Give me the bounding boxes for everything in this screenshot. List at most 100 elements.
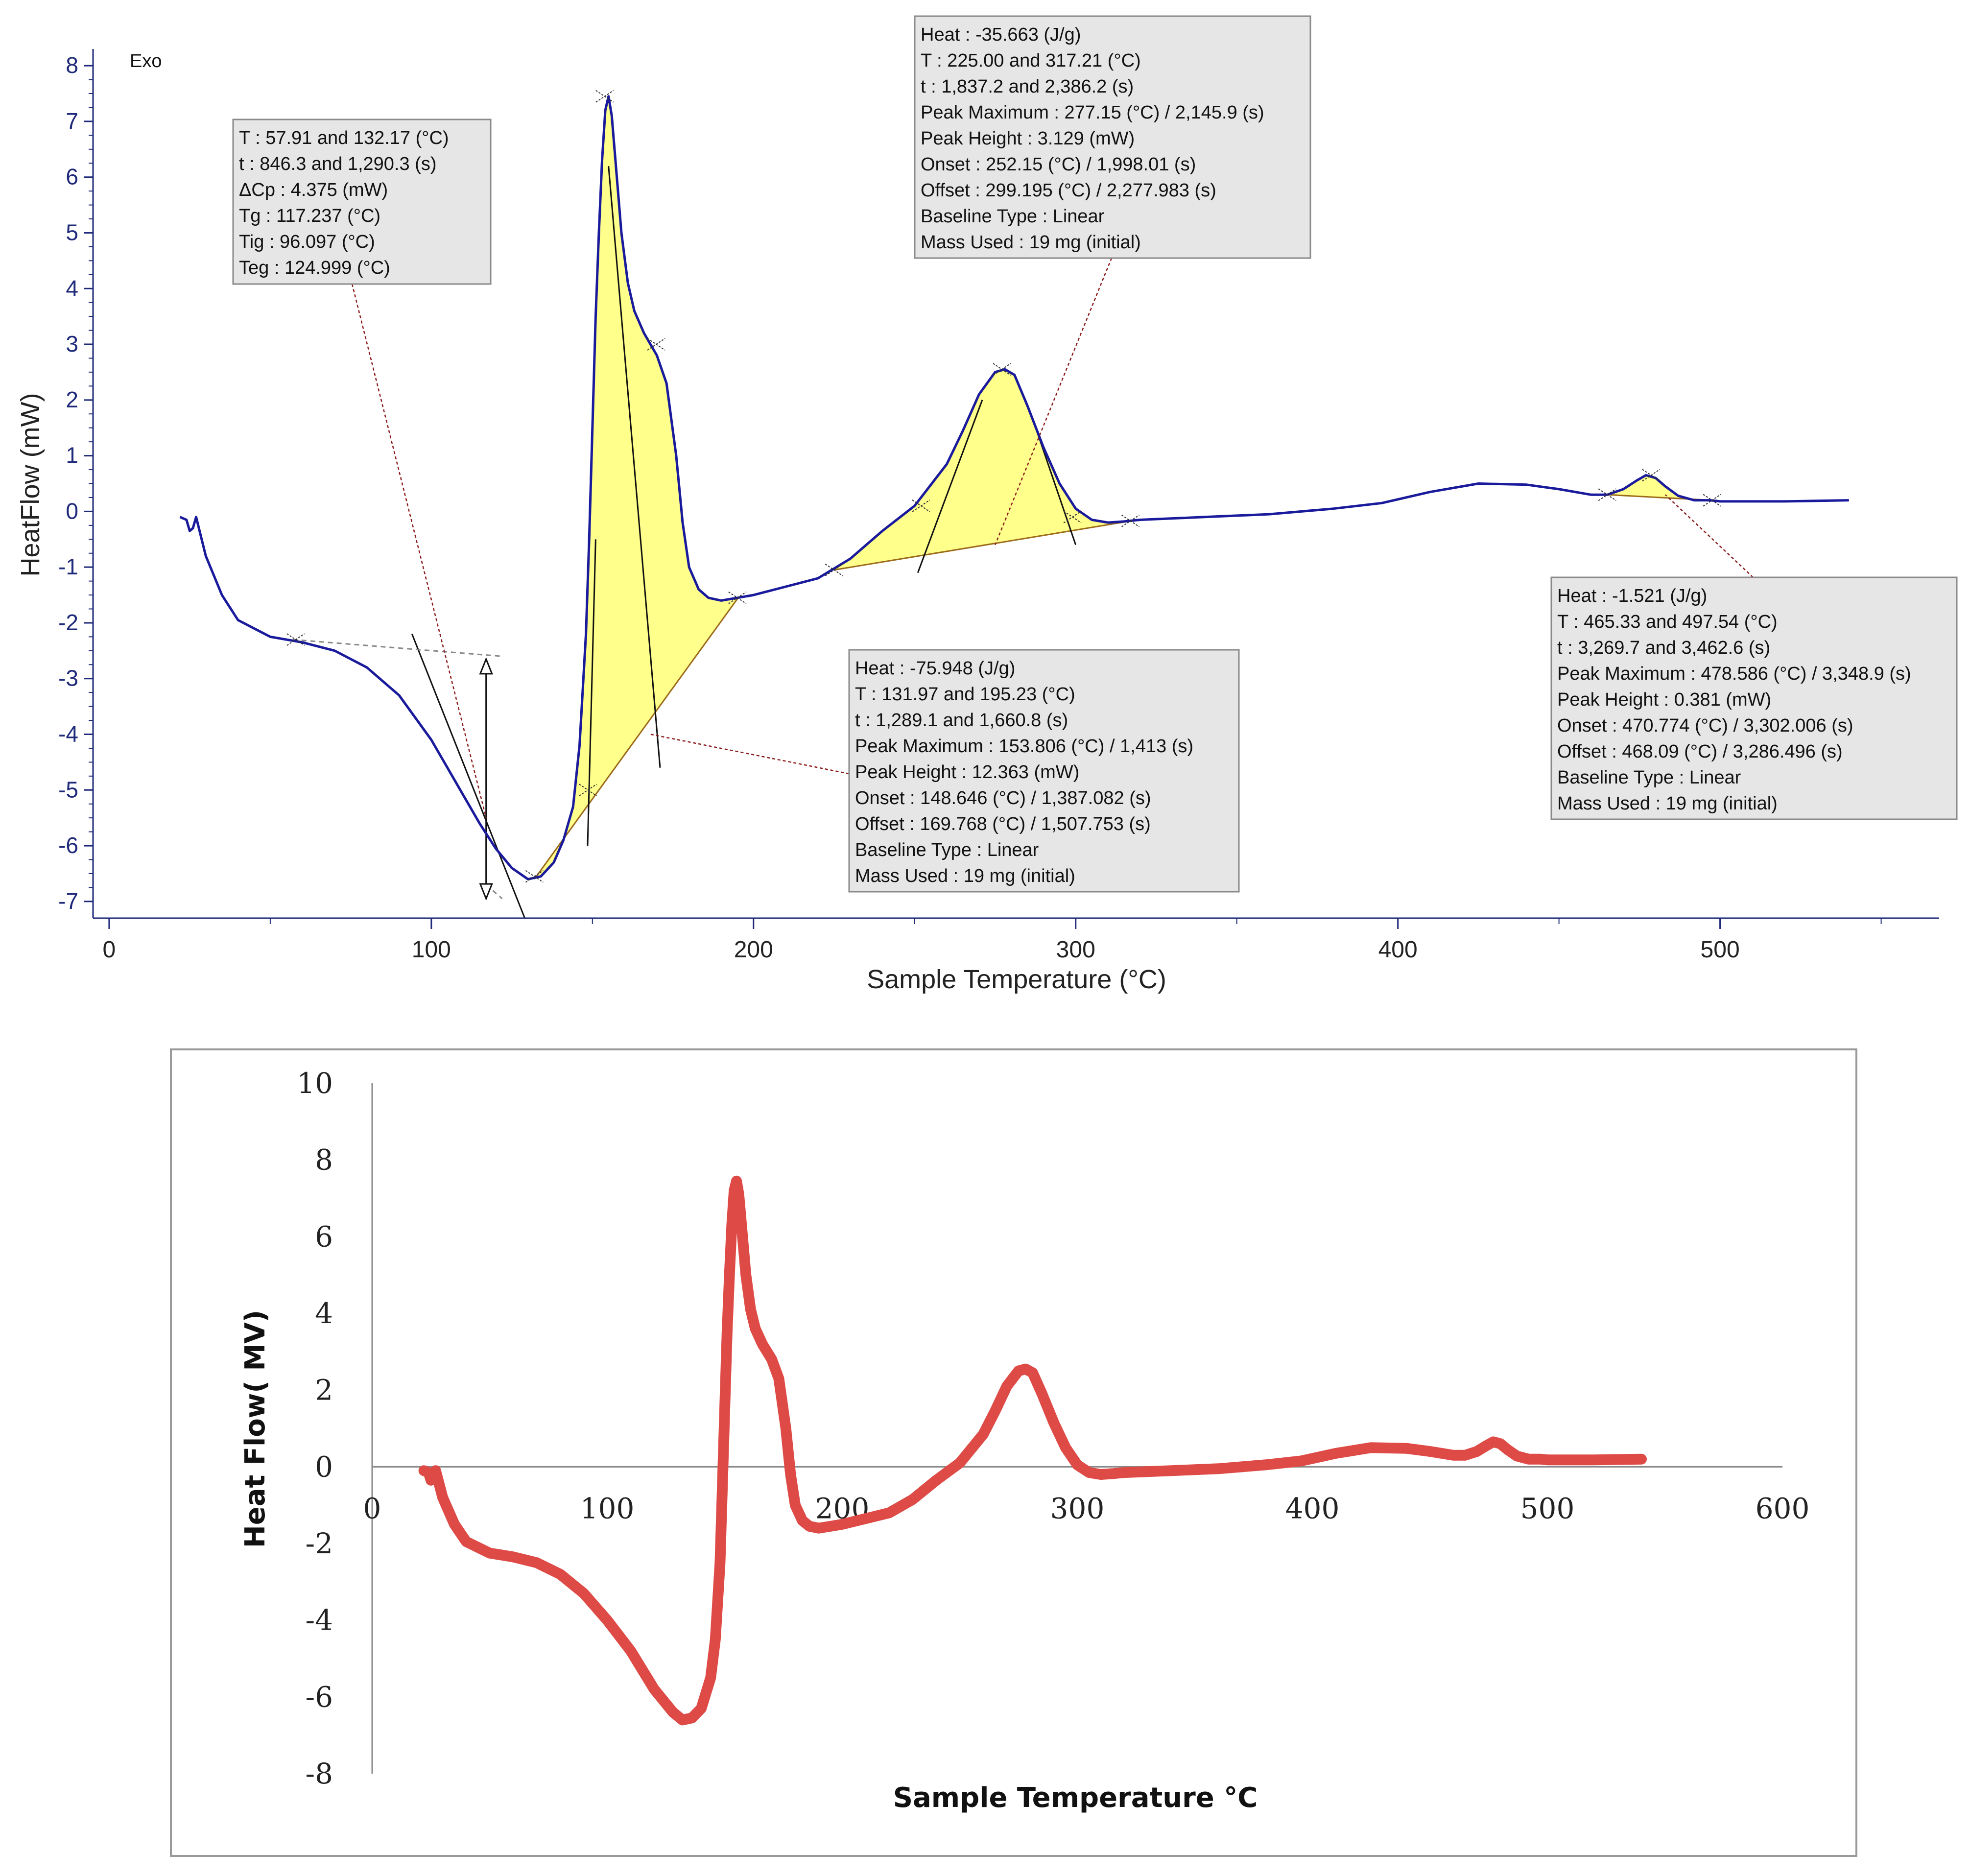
analysis-point-marker: [912, 499, 930, 512]
annotation-text-line: Tig : 96.097 (°C): [239, 232, 375, 252]
bottom-y-tick-label: -4: [306, 1604, 333, 1637]
annotation-text-line: Tg : 117.237 (°C): [239, 206, 380, 226]
top-y-tick-label: 1: [66, 443, 78, 468]
analysis-point-marker: [595, 90, 614, 103]
top-y-tick-label: -2: [58, 610, 78, 635]
annotation-text-line: t : 3,269.7 and 3,462.6 (s): [1557, 638, 1770, 658]
top-y-tick-label: -5: [58, 777, 78, 802]
annotation-text-line: T : 225.00 and 317.21 (°C): [921, 50, 1141, 71]
heat-flow-curve: [418, 1175, 1647, 1726]
top-y-tick-label: -6: [58, 832, 78, 858]
annotation-text-line: Teg : 124.999 (°C): [239, 258, 390, 278]
annotation-text-line: ΔCp : 4.375 (mW): [239, 180, 388, 200]
peak-integration-fill: [1608, 475, 1712, 500]
bottom-x-tick-label: 400: [1285, 1492, 1340, 1525]
analysis-point-marker: [993, 363, 1011, 376]
bottom-y-tick-label: 10: [297, 1067, 333, 1100]
annotation-text-line: T : 465.33 and 497.54 (°C): [1557, 612, 1778, 632]
annotation-box-background: [914, 15, 1311, 259]
peak-baseline: [834, 520, 1132, 571]
bottom-y-tick-label: -8: [306, 1757, 333, 1790]
top-y-tick-label: 8: [66, 52, 78, 78]
onset-tangent-line: [587, 539, 596, 846]
annotation-text-line: Onset : 148.646 (°C) / 1,387.082 (s): [855, 788, 1151, 808]
annotation-text-line: Peak Maximum : 478.586 (°C) / 3,348.9 (s…: [1557, 664, 1911, 684]
annotation-text-line: T : 131.97 and 195.23 (°C): [855, 684, 1075, 705]
bottom-y-tick-label: 2: [315, 1374, 333, 1407]
annotation-text-line: Offset : 468.09 (°C) / 3,286.496 (s): [1557, 741, 1843, 762]
annotation-box-background: [232, 119, 492, 285]
bottom-chart-frame: [170, 1048, 1857, 1857]
annotation-text-line: Baseline Type : Linear: [921, 206, 1105, 227]
analysis-point-marker: [579, 784, 597, 797]
peak-integration-fill: [834, 369, 1131, 570]
top-curve-group: [179, 95, 1849, 880]
top-y-tick-label: 5: [66, 219, 78, 245]
analysis-point-marker: [728, 591, 747, 604]
bottom-y-tick-label: 0: [315, 1450, 333, 1483]
top-y-tick-label: 4: [66, 275, 78, 301]
top-y-tick-label: 3: [66, 331, 78, 356]
annotation-text-line: t : 1,837.2 and 2,386.2 (s): [921, 76, 1134, 97]
bottom-curve-group: [418, 1175, 1647, 1726]
top-y-axis-title: HeatFlow (mW): [16, 393, 45, 577]
top-y-tick-label: 2: [66, 387, 78, 412]
bottom-x-tick-label: 300: [1050, 1492, 1105, 1525]
analysis-point-marker: [825, 564, 843, 576]
analysis-point-marker: [1642, 469, 1661, 482]
top-axes: 8 7 6 5 4 3 2 1 0 -1 -2 -3 -4 -5 -6 -7 0 100 200 300 400 500: [58, 49, 1939, 963]
top-y-tick-label: -3: [58, 665, 78, 691]
annotation-text-line: Onset : 252.15 (°C) / 1,998.01 (s): [921, 154, 1196, 175]
top-x-tick-label: 500: [1701, 937, 1740, 963]
onset-tangent-line: [917, 400, 983, 573]
top-y-tick-label: -4: [58, 721, 78, 747]
bottom-x-tick-label: 0: [363, 1492, 381, 1525]
bottom-y-tick-label: -6: [306, 1680, 333, 1713]
offset-tangent-line: [608, 166, 661, 768]
annotation-text-line: Mass Used : 19 mg (initial): [855, 866, 1075, 886]
analysis-markers: [286, 90, 1721, 883]
bottom-y-tick-label: -2: [306, 1527, 333, 1560]
top-corner-label: Exo: [130, 51, 162, 71]
tangent-line: [411, 634, 526, 919]
peak-baseline: [533, 597, 739, 880]
annotation-box-background: [1550, 576, 1958, 820]
annotation-text-line: Peak Height : 0.381 (mW): [1557, 689, 1771, 710]
top-y-tick-label: -7: [58, 888, 78, 914]
annotation-text-line: Offset : 299.195 (°C) / 2,277.983 (s): [921, 180, 1216, 201]
heatflow-curve: [179, 95, 1849, 880]
analysis-point-marker: [1063, 510, 1082, 523]
annotation-leader-line: [650, 734, 850, 775]
annotation-text-line: t : 1,289.1 and 1,660.8 (s): [855, 710, 1068, 731]
annotation-text-line: Peak Height : 12.363 (mW): [855, 762, 1079, 783]
top-x-tick-label: 300: [1056, 937, 1095, 963]
annotation-box-peak-3: Heat : -1.521 (J/g) T : 465.33 and 497.54…: [1550, 576, 1958, 820]
annotation-box-background: [848, 649, 1240, 893]
annotation-text-line: Mass Used : 19 mg (initial): [1557, 793, 1778, 814]
annotation-text-line: Mass Used : 19 mg (initial): [921, 232, 1141, 253]
annotation-text-line: Peak Height : 3.129 (mW): [921, 128, 1135, 149]
bottom-y-tick-label: 8: [315, 1143, 333, 1177]
delta-cp-arrowhead-down: [479, 883, 493, 901]
delta-cp-arrowhead-up: [479, 657, 493, 675]
top-y-tick-label: 6: [66, 164, 78, 190]
annotation-leaders: [351, 258, 1754, 818]
analysis-point-marker: [286, 633, 305, 646]
analysis-point-marker: [1598, 488, 1616, 501]
bottom-x-tick-label: 600: [1756, 1492, 1810, 1525]
top-y-tick-label: 0: [66, 498, 78, 523]
annotation-leader-line: [351, 284, 487, 818]
top-x-tick-label: 0: [103, 937, 116, 963]
top-x-tick-label: 100: [412, 937, 451, 963]
annotation-text-line: Heat : -35.663 (J/g): [921, 24, 1081, 45]
analysis-point-marker: [647, 338, 665, 351]
bottom-x-tick-label: 500: [1520, 1492, 1575, 1525]
analysis-point-marker: [525, 870, 544, 883]
annotation-boxes: T : 57.91 and 132.17 (°C) t : 846.3 and 1…: [232, 15, 1958, 893]
analysis-point-marker: [1703, 494, 1721, 507]
annotation-text-line: T : 57.91 and 132.17 (°C): [239, 128, 449, 148]
bottom-x-axis-title: Sample Temperature °C: [893, 1782, 1258, 1814]
bottom-y-axis-title: Heat Flow( MV): [239, 1310, 271, 1548]
